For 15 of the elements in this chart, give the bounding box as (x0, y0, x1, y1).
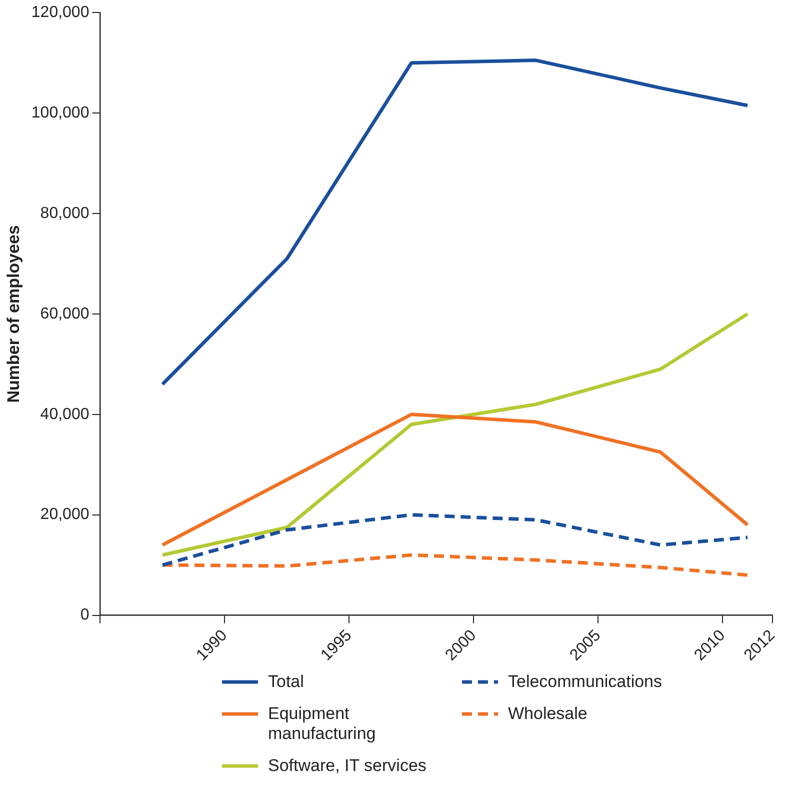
y-tick-label: 60,000 (40, 305, 90, 322)
line-series (160, 553, 750, 577)
y-tick-label: 20,000 (40, 506, 90, 524)
legend-label: Equipment manufacturing (268, 704, 377, 744)
y-tick-label: 40,000 (40, 406, 90, 423)
y-tick-label: 100,000 (31, 104, 90, 122)
legend-label: Software, IT services (268, 756, 428, 776)
legend-label: Telecommunications (508, 672, 664, 692)
y-tick-label: 120,000 (31, 4, 90, 22)
y-axis-title: Number of employees (4, 225, 23, 403)
y-tick-label: 0 (80, 606, 90, 624)
legend-label: Total (268, 672, 305, 692)
y-tick-label: 80,000 (40, 204, 90, 222)
legend-label: Wholesale (508, 704, 588, 724)
line-series (160, 513, 750, 567)
